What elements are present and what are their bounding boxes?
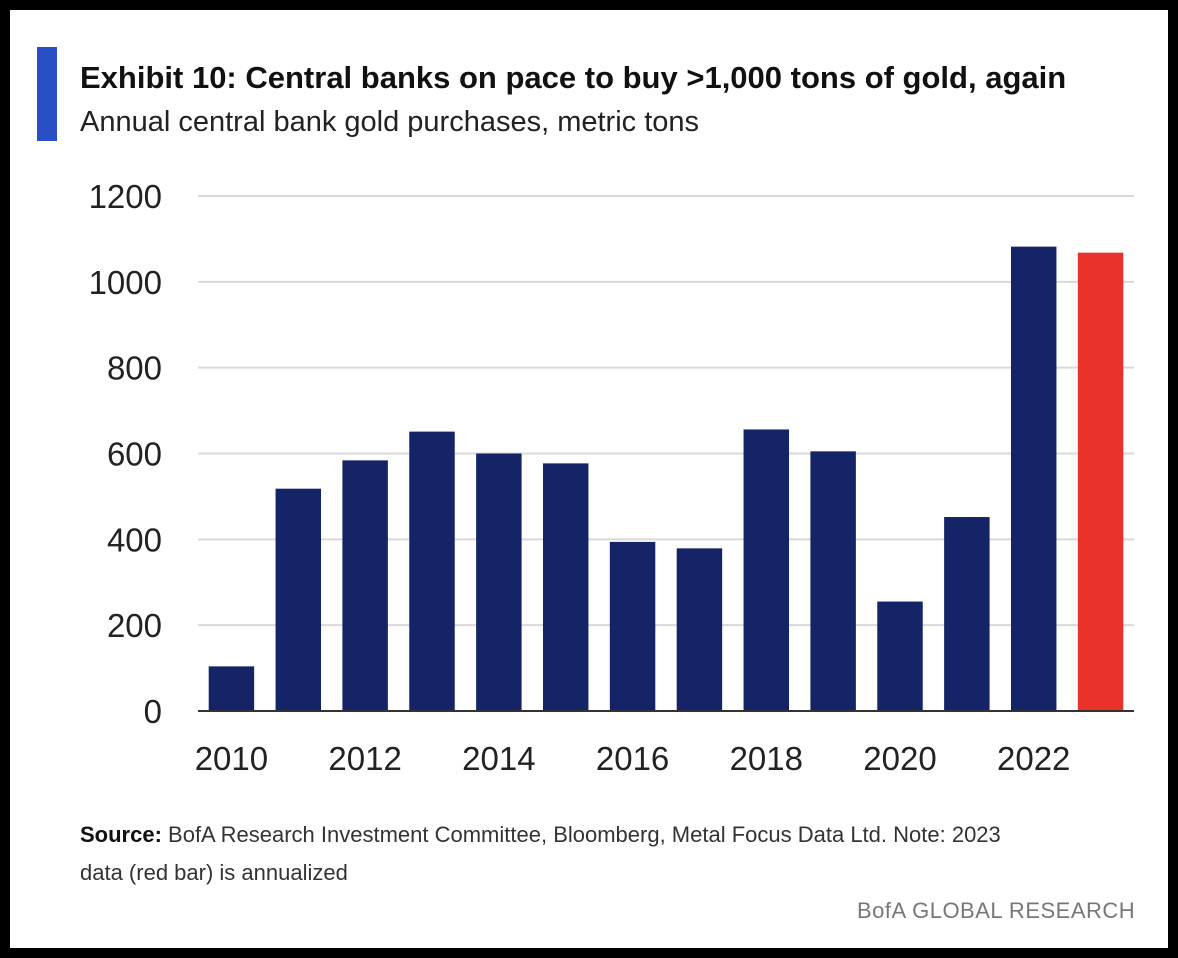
source-text-line1: BofA Research Investment Committee, Bloo… bbox=[161, 822, 1001, 847]
bar-2018 bbox=[743, 429, 790, 711]
source-note: Source: BofA Research Investment Committ… bbox=[80, 822, 1001, 848]
y-tick-label: 200 bbox=[107, 607, 162, 644]
gridlines bbox=[198, 195, 1134, 627]
source-text-line2: data (red bar) is annualized bbox=[80, 860, 348, 885]
x-tick-label: 2010 bbox=[195, 740, 268, 777]
x-tick-label: 2020 bbox=[863, 740, 936, 777]
bar-2010 bbox=[208, 666, 255, 711]
bar-2013 bbox=[409, 431, 455, 711]
bar-2015 bbox=[542, 463, 589, 711]
bar-2016 bbox=[609, 541, 656, 711]
y-tick-label: 800 bbox=[107, 350, 162, 387]
x-axis-ticks: 2010 2012 2014 2016 2018 2020 2022 bbox=[195, 740, 1071, 777]
bar-2022 bbox=[1010, 246, 1057, 711]
bar-2019 bbox=[810, 451, 856, 711]
chart-frame: Exhibit 10: Central banks on pace to buy… bbox=[10, 10, 1168, 948]
y-tick-label: 1200 bbox=[89, 178, 162, 215]
x-tick-label: 2016 bbox=[596, 740, 669, 777]
y-tick-label: 1000 bbox=[89, 264, 162, 301]
bar-2021 bbox=[944, 517, 990, 711]
bar-2020 bbox=[877, 601, 923, 711]
x-tick-label: 2012 bbox=[328, 740, 401, 777]
bar-2023 bbox=[1077, 252, 1124, 711]
title-accent-bar bbox=[37, 47, 57, 141]
source-label: Source: bbox=[80, 822, 162, 847]
x-tick-label: 2018 bbox=[730, 740, 803, 777]
y-axis-ticks: 0 200 400 600 800 1000 1200 bbox=[89, 178, 162, 730]
y-tick-label: 400 bbox=[107, 521, 162, 558]
chart-title: Exhibit 10: Central banks on pace to buy… bbox=[80, 60, 1067, 95]
bar-2017 bbox=[676, 548, 723, 711]
bar-2012 bbox=[342, 460, 388, 711]
bar-2011 bbox=[275, 488, 322, 711]
x-tick-label: 2022 bbox=[997, 740, 1070, 777]
y-tick-label: 600 bbox=[107, 436, 162, 473]
bar-2014 bbox=[476, 453, 522, 711]
y-tick-label: 0 bbox=[144, 693, 162, 730]
bars bbox=[208, 246, 1124, 711]
chart-subtitle: Annual central bank gold purchases, metr… bbox=[80, 106, 700, 138]
x-tick-label: 2014 bbox=[462, 740, 535, 777]
brand-label: BofA GLOBAL RESEARCH bbox=[857, 898, 1136, 923]
